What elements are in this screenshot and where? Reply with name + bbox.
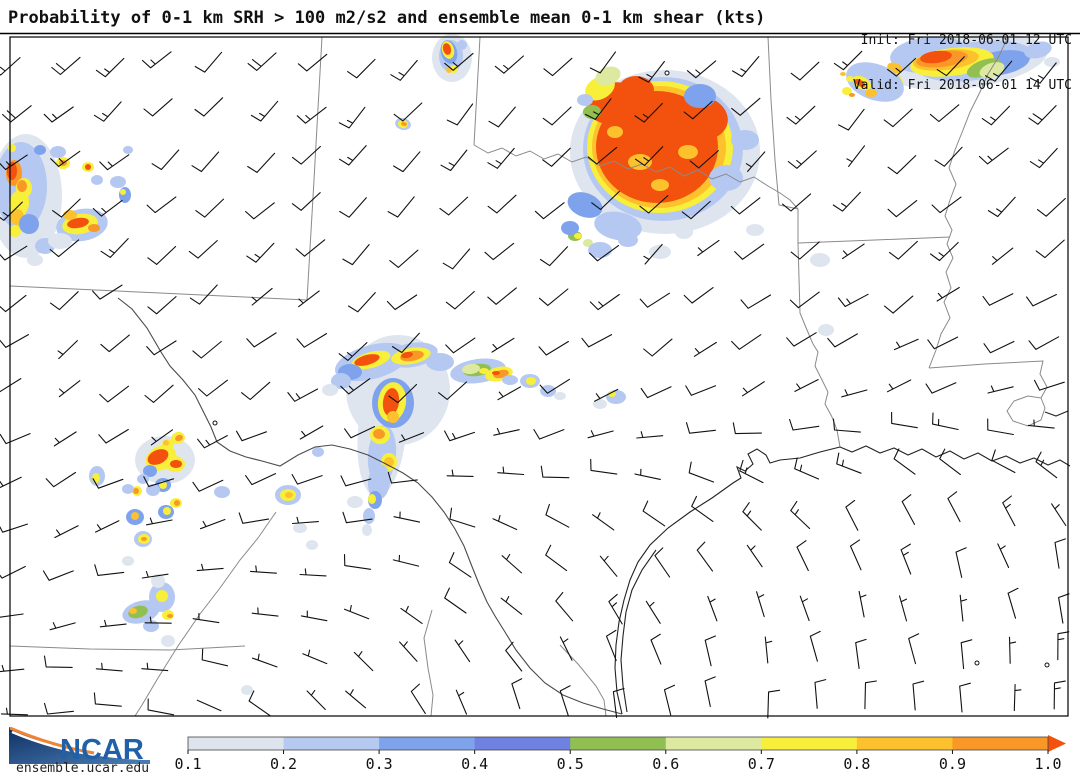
probability-contour-fills <box>0 33 1060 695</box>
logo-text: NCAR <box>60 734 144 764</box>
colorbar-label: 0.3 <box>366 755 393 773</box>
wind-barbs <box>0 50 1070 719</box>
plot-frame <box>0 32 1080 717</box>
rio-grande-river-line <box>117 297 623 715</box>
run-times: Init: Fri 2018-06-01 12 UTC Valid: Fri 2… <box>853 3 1072 108</box>
init-time: Init: Fri 2018-06-01 12 UTC <box>860 33 1072 48</box>
colorbar-label: 0.1 <box>174 755 201 773</box>
state-border-lines <box>9 36 1048 717</box>
logo-orange-stripe <box>9 726 95 755</box>
ncar-logo-graphic: NCAR <box>9 726 150 766</box>
colorbar-label: 0.4 <box>461 755 488 773</box>
logo-white-stripe <box>11 730 97 757</box>
gulf-coastline <box>614 410 1071 715</box>
colorbar-label: 0.8 <box>843 755 870 773</box>
colorbar-label: 0.7 <box>748 755 775 773</box>
colorbar-label: 0.9 <box>939 755 966 773</box>
probability-colorbar: 0.1 0.2 0.3 0.4 0.5 0.6 0.7 0.8 0.9 1.0 <box>174 735 1066 773</box>
site-url: ensemble.ucar.edu <box>16 761 150 776</box>
colorbar-label: 0.5 <box>557 755 584 773</box>
city-dots <box>212 70 1050 668</box>
valid-time: Valid: Fri 2018-06-01 14 UTC <box>852 78 1072 93</box>
colorbar-label: 1.0 <box>1034 755 1061 773</box>
logo-fin <box>9 727 150 764</box>
colorbar-label: 0.6 <box>652 755 679 773</box>
colorbar-label: 0.2 <box>270 755 297 773</box>
chart-title: Probability of 0-1 km SRH > 100 m2/s2 an… <box>8 8 766 28</box>
ncar-logo: NCAR <box>8 724 158 766</box>
